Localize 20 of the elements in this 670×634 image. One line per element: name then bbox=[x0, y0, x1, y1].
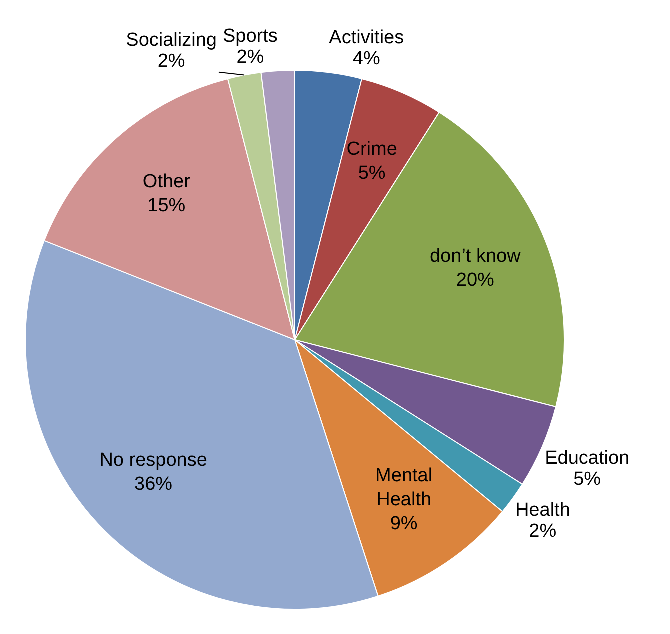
slice-label: No response bbox=[100, 450, 208, 472]
slice-label: Other bbox=[142, 172, 192, 193]
slice-label: don’t know bbox=[430, 246, 522, 267]
slice-label: Activities bbox=[329, 27, 404, 48]
slice-label: Sports bbox=[222, 26, 278, 47]
data-label: 2% bbox=[158, 51, 186, 72]
data-label: 2% bbox=[236, 46, 264, 68]
slice-label: Health bbox=[515, 500, 570, 521]
data-label: 15% bbox=[148, 196, 186, 217]
data-label: 5% bbox=[358, 163, 386, 184]
slice-label: Socializing bbox=[126, 30, 217, 52]
slice-label: Education bbox=[545, 448, 630, 469]
data-label: 36% bbox=[134, 474, 173, 496]
data-label: 20% bbox=[456, 270, 495, 291]
slice-label: Mental Health bbox=[376, 466, 433, 511]
slice-label: Crime bbox=[346, 139, 398, 160]
data-label: 9% bbox=[390, 514, 418, 535]
data-label: 5% bbox=[574, 468, 602, 490]
data-label: 4% bbox=[352, 48, 380, 70]
data-label: 2% bbox=[529, 520, 557, 542]
